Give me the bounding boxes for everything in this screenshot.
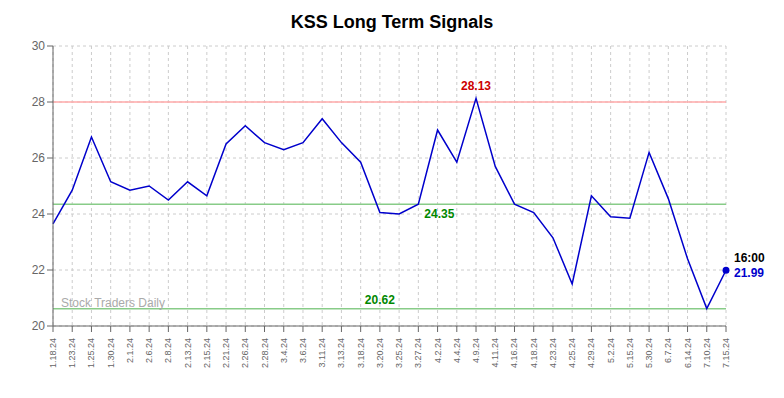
svg-text:1.23.24: 1.23.24 [67, 338, 77, 368]
svg-text:2.28.24: 2.28.24 [260, 338, 270, 368]
svg-text:28: 28 [32, 95, 46, 109]
svg-text:16:00: 16:00 [734, 251, 765, 265]
svg-text:4.18.24: 4.18.24 [529, 338, 539, 368]
svg-text:2.8.24: 2.8.24 [163, 338, 173, 363]
svg-text:4.4.24: 4.4.24 [452, 338, 462, 363]
svg-text:4.23.24: 4.23.24 [548, 338, 558, 368]
svg-text:2.1.24: 2.1.24 [125, 338, 135, 363]
svg-text:6.7.24: 6.7.24 [663, 338, 673, 363]
svg-text:30: 30 [32, 39, 46, 53]
svg-text:3.27.24: 3.27.24 [413, 338, 423, 368]
svg-text:3.13.24: 3.13.24 [336, 338, 346, 368]
svg-text:1.18.24: 1.18.24 [48, 338, 58, 368]
svg-text:4.9.24: 4.9.24 [471, 338, 481, 363]
svg-text:2.21.24: 2.21.24 [221, 338, 231, 368]
svg-text:28.13: 28.13 [461, 79, 491, 93]
svg-text:21.99: 21.99 [734, 266, 764, 280]
svg-text:2.13.24: 2.13.24 [183, 338, 193, 368]
svg-text:22: 22 [32, 263, 46, 277]
svg-text:5.30.24: 5.30.24 [644, 338, 654, 368]
svg-text:6.14.24: 6.14.24 [683, 338, 693, 368]
svg-text:2.6.24: 2.6.24 [144, 338, 154, 363]
svg-text:20: 20 [32, 319, 46, 333]
svg-text:2.15.24: 2.15.24 [202, 338, 212, 368]
svg-text:24: 24 [32, 207, 46, 221]
svg-text:3.20.24: 3.20.24 [375, 338, 385, 368]
svg-text:26: 26 [32, 151, 46, 165]
html-text:KSS Long Term Signals: KSS Long Term Signals [290, 12, 494, 32]
svg-text:5.15.24: 5.15.24 [625, 338, 635, 368]
svg-text:3.6.24: 3.6.24 [298, 338, 308, 363]
svg-text:4.16.24: 4.16.24 [509, 338, 519, 368]
svg-text:5.2.24: 5.2.24 [606, 338, 616, 363]
svg-text:24.35: 24.35 [424, 207, 454, 221]
svg-text:3.4.24: 3.4.24 [279, 338, 289, 363]
svg-text:2.26.24: 2.26.24 [240, 338, 250, 368]
svg-text:20.62: 20.62 [365, 293, 395, 307]
svg-text:3.11.24: 3.11.24 [317, 338, 327, 367]
svg-text:4.2.24: 4.2.24 [433, 338, 443, 363]
svg-text:4.25.24: 4.25.24 [567, 338, 577, 368]
svg-text:4.29.24: 4.29.24 [586, 338, 596, 368]
svg-text:3.25.24: 3.25.24 [394, 338, 404, 368]
svg-text:1.25.24: 1.25.24 [86, 338, 96, 368]
html-text:Stock Traders Daily: Stock Traders Daily [61, 296, 165, 310]
svg-text:3.18.24: 3.18.24 [356, 338, 366, 368]
svg-text:7.10.24: 7.10.24 [702, 338, 712, 368]
svg-text:7.15.24: 7.15.24 [721, 338, 731, 368]
svg-text:4.11.24: 4.11.24 [490, 338, 500, 367]
svg-text:1.30.24: 1.30.24 [106, 338, 116, 368]
